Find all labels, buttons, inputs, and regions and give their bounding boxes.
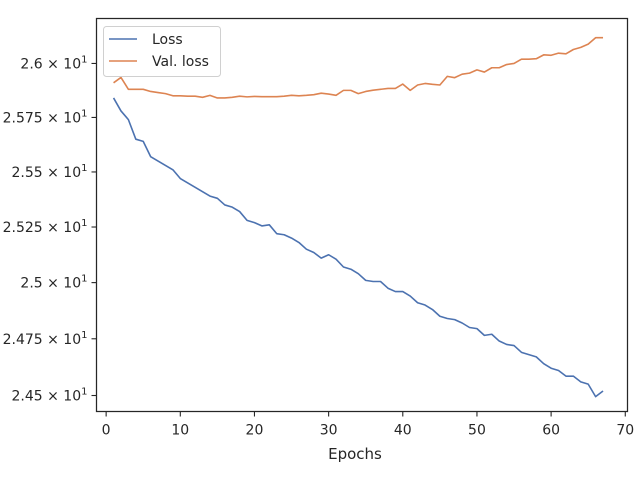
plot-frame: [95, 17, 629, 413]
plot-background: [96, 18, 628, 412]
y-tick-label: 2.55 × 101: [12, 163, 88, 181]
x-tick-label: 40: [394, 423, 412, 439]
y-tick-label: 2.5 × 101: [20, 274, 87, 292]
y-tick-label: 2.475 × 101: [3, 330, 88, 348]
x-tick-label: 30: [320, 423, 338, 439]
x-tick-label: 60: [542, 423, 560, 439]
x-axis-ticks: 0 10 20 30 40 50 60 70: [102, 411, 634, 439]
y-tick-label: 2.575 × 101: [3, 108, 88, 126]
x-tick-label: 50: [468, 423, 486, 439]
x-tick-label: 20: [246, 423, 264, 439]
legend: Loss Val. loss: [103, 26, 221, 77]
series-layer: [112, 36, 604, 398]
x-axis-label: Epochs: [328, 445, 382, 463]
x-tick-label: 0: [102, 423, 111, 439]
x-tick-label: 10: [171, 423, 189, 439]
legend-label-val-loss: Val. loss: [152, 54, 209, 70]
series-line-loss: [112, 97, 604, 398]
y-tick-label: 2.525 × 101: [3, 218, 88, 236]
y-tick-label: 2.6 × 101: [20, 54, 87, 72]
series-line-val-loss: [113, 36, 604, 99]
legend-label-loss: Loss: [152, 32, 183, 48]
x-tick-label: 70: [616, 423, 634, 439]
y-axis-ticks: 2.45 × 101 2.475 × 101 2.5 × 101 2.525 × 10…: [3, 54, 97, 405]
y-tick-label: 2.45 × 101: [12, 387, 88, 405]
